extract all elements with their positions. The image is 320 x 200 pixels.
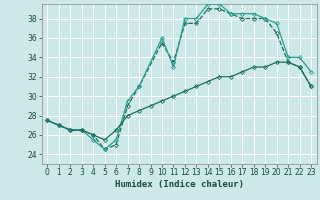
X-axis label: Humidex (Indice chaleur): Humidex (Indice chaleur) bbox=[115, 180, 244, 189]
